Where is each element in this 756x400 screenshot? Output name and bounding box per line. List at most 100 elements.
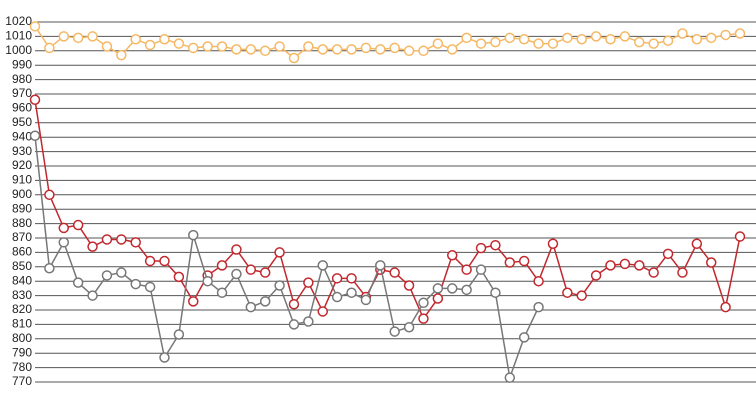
data-point: [116, 49, 127, 61]
y-tick-label: 1020: [5, 14, 32, 28]
data-point: [274, 280, 285, 291]
data-point: [29, 94, 41, 106]
data-point: [403, 280, 415, 291]
data-point: [116, 267, 127, 278]
data-point: [504, 257, 516, 268]
data-point: [576, 34, 587, 45]
data-point: [619, 31, 631, 42]
y-tick-label: 860: [12, 245, 32, 259]
data-point: [101, 41, 113, 52]
data-point: [188, 296, 199, 307]
data-point: [648, 267, 659, 278]
data-point: [547, 38, 559, 49]
data-point: [259, 45, 271, 57]
data-point: [562, 287, 573, 298]
data-point: [375, 44, 386, 55]
y-tick-label: 830: [12, 288, 32, 302]
data-point: [303, 277, 314, 288]
data-point: [432, 283, 444, 294]
y-tick-label: 780: [12, 360, 32, 374]
data-point: [490, 239, 501, 251]
y-tick-label: 1000: [5, 43, 32, 57]
data-point: [648, 38, 659, 49]
y-tick-label: 910: [12, 173, 32, 187]
y-tick-label: 840: [12, 273, 32, 287]
y-tick-label: 920: [12, 158, 32, 172]
data-point: [734, 28, 746, 39]
data-point: [245, 44, 257, 55]
data-point: [101, 234, 113, 245]
data-point: [72, 277, 84, 288]
data-point: [518, 332, 530, 343]
data-point: [605, 34, 616, 45]
data-point: [360, 42, 372, 54]
data-point: [202, 275, 213, 287]
data-point: [375, 260, 386, 271]
data-point: [87, 241, 98, 252]
y-tick-label: 850: [12, 259, 32, 273]
data-point: [29, 130, 41, 142]
data-point: [705, 257, 717, 268]
data-point: [58, 31, 70, 42]
y-tick-label: 950: [12, 115, 32, 129]
y-tick-label: 870: [12, 230, 32, 244]
data-point: [403, 45, 415, 57]
y-tick-label: 770: [12, 374, 32, 388]
data-point: [389, 267, 400, 278]
data-point: [116, 234, 127, 245]
data-point: [159, 255, 170, 267]
data-point: [303, 41, 314, 52]
data-point: [533, 301, 544, 313]
data-point: [446, 44, 458, 55]
data-point: [461, 284, 472, 296]
data-point: [173, 38, 185, 49]
data-point: [734, 231, 746, 242]
data-point: [331, 273, 343, 284]
data-point: [72, 219, 84, 231]
data-point: [274, 247, 285, 258]
data-point: [662, 35, 674, 46]
data-point: [518, 255, 530, 267]
data-point: [418, 45, 429, 57]
data-point: [346, 287, 357, 298]
data-point: [533, 275, 544, 287]
data-point: [245, 301, 257, 313]
y-tick-label: 900: [12, 187, 32, 201]
data-point: [259, 296, 271, 307]
data-point: [44, 189, 55, 201]
data-point: [691, 238, 703, 250]
data-point: [547, 238, 559, 250]
data-point: [259, 267, 271, 278]
data-point: [720, 301, 731, 313]
data-point: [144, 281, 156, 293]
data-point: [634, 260, 645, 271]
data-point: [562, 32, 573, 44]
data-point: [274, 41, 285, 52]
data-point: [144, 255, 156, 267]
data-point: [216, 260, 228, 271]
data-point: [446, 283, 458, 294]
data-point: [432, 38, 444, 49]
data-point: [245, 264, 257, 275]
data-point: [130, 34, 141, 45]
data-point: [605, 260, 616, 271]
data-point: [576, 290, 587, 301]
data-point: [87, 31, 98, 42]
data-point: [130, 237, 141, 248]
y-tick-label: 800: [12, 331, 32, 345]
data-point: [303, 316, 314, 327]
y-tick-label: 890: [12, 201, 32, 215]
data-point: [101, 270, 113, 281]
y-tick-label: 960: [12, 101, 32, 115]
data-point: [446, 250, 458, 261]
data-point: [317, 44, 329, 55]
data-point: [44, 42, 55, 54]
data-point: [44, 262, 55, 274]
data-point: [173, 329, 185, 340]
data-point: [504, 372, 516, 383]
data-point: [346, 44, 357, 55]
data-point: [475, 242, 487, 254]
data-point: [590, 31, 602, 42]
data-point: [634, 36, 645, 48]
